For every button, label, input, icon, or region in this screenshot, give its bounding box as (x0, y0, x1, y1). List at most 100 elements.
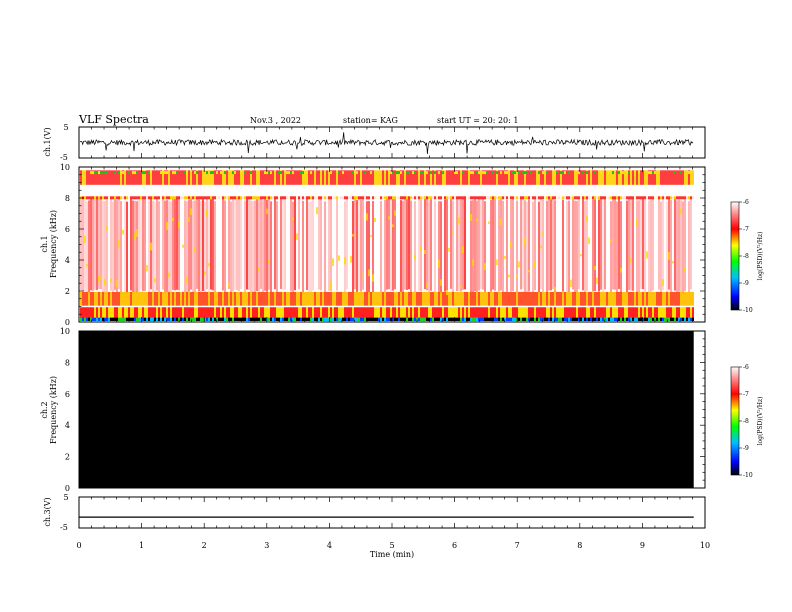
spectrogram-cell (148, 196, 150, 200)
spectrogram-cell (450, 307, 452, 318)
spectrogram-cell (670, 200, 672, 292)
x-tick-label: 7 (515, 541, 520, 550)
spectrogram-cell (626, 200, 628, 293)
ch1-colorbar-ticks: -6-7-8-9-10 (739, 199, 753, 314)
spectrogram-cell (540, 307, 542, 318)
spectrogram-cell (334, 187, 336, 289)
spectrogram-cell (668, 317, 670, 321)
spectrogram-cell (484, 307, 486, 318)
spectrogram-cell (188, 196, 190, 200)
spectrogram-cell (538, 171, 540, 175)
spectrogram-cell (406, 291, 408, 306)
spectrogram-cell (220, 291, 222, 306)
spectrogram-cell (234, 171, 236, 175)
y-tick-label: 0 (65, 318, 70, 327)
spectrogram-cell (556, 291, 558, 306)
spectrogram-cell (474, 291, 476, 306)
spectrogram-cell (234, 198, 236, 290)
spectrogram-cell (198, 170, 200, 185)
spectrogram-cell (610, 291, 612, 306)
spectrogram-cell (362, 272, 364, 277)
spectrogram-cell (276, 307, 278, 318)
spectrogram-cell (546, 317, 548, 321)
spectrogram-cell (444, 317, 446, 321)
spectrogram-cell (122, 187, 124, 289)
spectrogram-cell (130, 291, 132, 306)
spectrogram-cell (128, 187, 130, 289)
spectrogram-cell (428, 307, 430, 318)
spectrogram-cell (574, 200, 576, 293)
spectrogram-cell (660, 170, 662, 185)
spectrogram-cell (400, 171, 402, 175)
spectrogram-cell (226, 291, 228, 306)
spectrogram-cell (438, 259, 440, 268)
spectrogram-cell (478, 196, 480, 200)
spectrogram-cell (662, 317, 664, 321)
spectrogram-cell (272, 170, 274, 185)
spectrogram-cell (136, 201, 138, 293)
spectrogram-cell (614, 317, 616, 321)
spectrogram-cell (436, 307, 438, 318)
spectrogram-cell (152, 307, 154, 318)
spectrogram-cell (350, 187, 352, 289)
spectrogram-cell (330, 291, 332, 306)
spectrogram-cell (178, 196, 180, 200)
spectrogram-cell (552, 170, 554, 185)
spectrogram-cell (582, 317, 584, 321)
spectrogram-cell (352, 196, 354, 200)
spectrogram-cell (562, 196, 564, 200)
spectrogram-cell (680, 208, 682, 215)
spectrogram-cell (538, 196, 540, 200)
spectrogram-cell (438, 171, 440, 175)
spectrogram-cell (144, 317, 146, 321)
spectrogram-cell (682, 170, 684, 185)
spectrogram-cell (610, 239, 612, 243)
spectrogram-cell (174, 171, 176, 175)
spectrogram-cell (314, 307, 316, 318)
spectrogram-cell (542, 171, 544, 175)
spectrogram-cell (200, 317, 202, 321)
spectrogram-cell (668, 197, 670, 290)
spectrogram-cell (480, 196, 482, 200)
spectrogram-cell (204, 307, 206, 318)
spectrogram-cell (600, 196, 602, 200)
spectrogram-cell (584, 307, 586, 318)
spectrogram-cell (386, 170, 388, 185)
spectrogram-cell (456, 170, 458, 185)
spectrogram-cell (660, 291, 662, 306)
spectrogram-cell (406, 196, 408, 200)
spectrogram-cell (352, 171, 354, 175)
spectrogram-cell (238, 196, 240, 200)
spectrogram-cell (494, 291, 496, 306)
spectrogram-cell (472, 196, 474, 200)
spectrogram-cell (532, 291, 534, 306)
spectrogram-cell (290, 171, 292, 175)
spectrogram-cell (364, 291, 366, 306)
spectrogram-cell (548, 198, 550, 291)
spectrogram-cell (472, 171, 474, 175)
spectrogram-cell (124, 170, 126, 185)
spectrogram-cell (352, 170, 354, 185)
spectrogram-cell (198, 317, 200, 321)
spectrogram-cell (98, 307, 100, 318)
spectrogram-cell (598, 307, 600, 318)
spectrogram-cell (136, 171, 138, 175)
spectrogram-cell (618, 171, 620, 175)
spectrogram-cell (518, 261, 520, 268)
spectrogram-cell (168, 307, 170, 318)
spectrogram-cell (190, 170, 192, 185)
spectrogram-cell (566, 317, 568, 321)
spectrogram-cell (350, 255, 352, 263)
spectrogram-cell (172, 171, 174, 175)
spectrogram-cell (520, 170, 522, 185)
spectrogram-cell (202, 317, 204, 321)
spectrogram-cell (214, 291, 216, 306)
spectrogram-cell (304, 171, 306, 175)
spectrogram-cell (670, 196, 672, 200)
ch2-colorbar (730, 366, 740, 476)
spectrogram-cell (86, 307, 88, 318)
spectrogram-cell (522, 170, 524, 185)
spectrogram-cell (514, 171, 516, 175)
spectrogram-cell (594, 171, 596, 175)
